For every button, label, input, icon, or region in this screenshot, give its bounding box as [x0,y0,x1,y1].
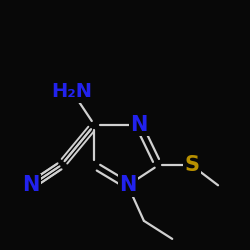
Text: S: S [184,155,199,175]
Text: H₂N: H₂N [52,82,93,101]
Text: N: N [22,175,40,195]
Text: N: N [130,115,148,135]
Text: N: N [119,175,136,195]
